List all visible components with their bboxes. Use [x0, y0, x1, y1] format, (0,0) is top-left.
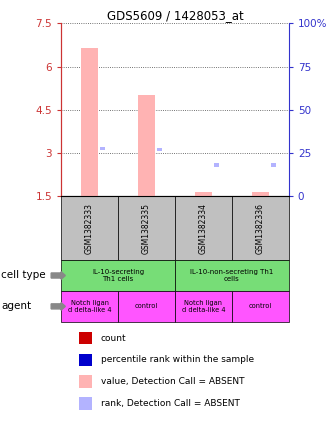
- Text: IL-10-non-secreting Th1
cells: IL-10-non-secreting Th1 cells: [190, 269, 274, 282]
- Bar: [61, 260, 175, 291]
- Bar: [138, 95, 155, 196]
- Text: cell type: cell type: [1, 270, 46, 280]
- Bar: [175, 291, 232, 322]
- Bar: [79, 397, 92, 410]
- Bar: [232, 196, 289, 260]
- Text: GSM1382334: GSM1382334: [199, 203, 208, 254]
- Bar: [214, 163, 219, 167]
- Title: GDS5609 / 1428053_at: GDS5609 / 1428053_at: [107, 9, 243, 22]
- Bar: [79, 332, 92, 344]
- Text: Notch ligan
d delta-like 4: Notch ligan d delta-like 4: [68, 300, 111, 313]
- Text: Notch ligan
d delta-like 4: Notch ligan d delta-like 4: [182, 300, 225, 313]
- Text: control: control: [135, 303, 158, 309]
- Text: percentile rank within the sample: percentile rank within the sample: [101, 355, 254, 364]
- Text: value, Detection Call = ABSENT: value, Detection Call = ABSENT: [101, 377, 245, 386]
- Bar: [157, 148, 162, 151]
- Text: rank, Detection Call = ABSENT: rank, Detection Call = ABSENT: [101, 399, 240, 408]
- Bar: [61, 291, 118, 322]
- Bar: [252, 192, 269, 196]
- Text: IL-10-secreting
Th1 cells: IL-10-secreting Th1 cells: [92, 269, 144, 282]
- Text: GSM1382335: GSM1382335: [142, 203, 151, 254]
- Bar: [271, 163, 276, 167]
- Bar: [195, 192, 212, 196]
- Text: GSM1382333: GSM1382333: [85, 203, 94, 254]
- Bar: [79, 354, 92, 366]
- Bar: [81, 48, 98, 196]
- Text: GSM1382336: GSM1382336: [256, 203, 265, 254]
- Bar: [100, 147, 106, 151]
- Text: control: control: [249, 303, 272, 309]
- Bar: [118, 291, 175, 322]
- Text: count: count: [101, 334, 126, 343]
- Bar: [79, 375, 92, 388]
- Bar: [61, 196, 118, 260]
- Bar: [118, 196, 175, 260]
- Bar: [175, 196, 232, 260]
- Bar: [232, 291, 289, 322]
- Text: agent: agent: [1, 301, 31, 311]
- Bar: [175, 260, 289, 291]
